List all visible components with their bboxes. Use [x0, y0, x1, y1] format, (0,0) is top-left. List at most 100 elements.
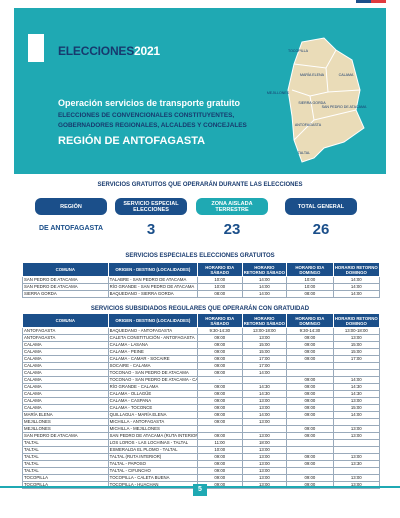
table-cell: [332, 439, 381, 447]
table-cell: 09:00: [286, 432, 334, 440]
column-header: HORARIO RETORNO SÁBADO: [241, 313, 288, 328]
table-row: CALAMA TOCONAO - SAN PEDRO DE ATACAMA 09:0…: [22, 369, 381, 377]
table-cell: QUILLAGUA - MARÍA ELENA: [107, 411, 198, 419]
card-value: 3: [115, 217, 187, 241]
table-cell: ANTOFAGASTA: [22, 327, 109, 335]
column-header: HORARIO IDA DOMINGO: [286, 313, 334, 328]
logo-year: 2021: [134, 44, 160, 58]
table-row: SIERRA GORDA BAQUEDANO - SIERRA GORDA 08:0…: [22, 290, 381, 298]
table-cell: 15:00: [332, 341, 381, 349]
summary-card: ZONA AISLADA TERRESTRE 23: [196, 198, 268, 241]
table-cell: -: [196, 376, 243, 384]
table-cell: 13:00: [241, 467, 288, 475]
table-cell: CALAMA: [22, 341, 109, 349]
table-cell: 09:00: [286, 341, 334, 349]
table-cell: 09:00: [286, 397, 334, 405]
table-cell: 13:00: [241, 446, 288, 454]
table-cell: [196, 425, 243, 433]
table-cell: [286, 369, 334, 377]
table-cell: 13:00: [241, 404, 288, 412]
table-row: CALAMA CALAMA - CAMAR - SOCAIRE 09:00 17:00…: [22, 355, 381, 363]
table-cell: CALETA CONSTITUCIÓN - ANTOFAGASTA: [107, 334, 198, 342]
table-cell: 10:00: [286, 276, 334, 284]
table-cell: 09:00: [196, 432, 243, 440]
table-cell: 10:00: [196, 283, 243, 291]
table-cell: 17:00: [332, 355, 381, 363]
table-cell: SAN PEDRO DE ATACAMA: [22, 432, 109, 440]
table-cell: TALTAL: [22, 460, 109, 468]
table-cell: 14:00: [241, 276, 288, 284]
table-cell: [332, 418, 381, 426]
table-cell: CALAMA: [22, 362, 109, 370]
subtitle: ELECCIONES DE CONVENCIONALES CONSTITUYEN…: [58, 112, 247, 129]
table-cell: TOCOPILLA - CALETA BUENA: [107, 474, 198, 482]
column-header: HORARIO RETORNO DOMINGO: [332, 313, 381, 328]
card-value: DE ANTOFAGASTA: [35, 217, 107, 241]
table-cell: [286, 467, 334, 475]
flag-bar: [356, 0, 386, 3]
table-cell: CALAMA - CAMAR - SOCAIRE: [107, 355, 198, 363]
table-cell: 13:00-18:00: [241, 327, 288, 335]
table-cell: 09:00: [286, 383, 334, 391]
table-row: MARÍA ELENA QUILLAGUA - MARÍA ELENA 09:00 1…: [22, 411, 381, 419]
table-cell: 10:00: [286, 283, 334, 291]
table-cell: 09:00: [286, 334, 334, 342]
table-cell: CALAMA: [22, 348, 109, 356]
table-cell: 13:00: [332, 334, 381, 342]
map: TOCOPILLA MARÍA ELENA CALAMA MEJILLONES SIER…: [267, 37, 367, 163]
table-cell: TOCONAO - SAN PEDRO DE ATACAMA - CALAMA: [107, 376, 198, 384]
table-cell: 13:00: [332, 432, 381, 440]
table-cell: [332, 369, 381, 377]
column-header: HORARIO IDA SÁBADO: [196, 313, 243, 328]
map-label: TOCOPILLA: [288, 49, 309, 53]
table-cell: TOCONAO - SAN PEDRO DE ATACAMA: [107, 369, 198, 377]
table-cell: 17:00: [241, 355, 288, 363]
table-cell: SIERRA GORDA: [22, 290, 109, 298]
table-cell: 13:00: [332, 481, 381, 489]
table-row: CALAMA CALAMA - OLLAGÜE 09:00 14:30 09:00 14:…: [22, 390, 381, 398]
table-cell: 13:00: [241, 453, 288, 461]
table-row: TALTAL TALTAL - CIFUNCHO 09:00 13:00: [22, 467, 381, 475]
header: ELECCIONES2021 Operación servicios de tr…: [14, 8, 386, 174]
card-label: ZONA AISLADA TERRESTRE: [196, 198, 268, 215]
table-cell: MEJILLONES: [22, 425, 109, 433]
table-cell: 14:00: [332, 290, 381, 298]
table-cell: 14:00: [332, 376, 381, 384]
table-cell: 13:30: [332, 460, 381, 468]
table-cell: TALTAL - PAPOSO: [107, 460, 198, 468]
table-cell: 09:00: [196, 383, 243, 391]
table-cell: 09:00: [286, 453, 334, 461]
table-cell: 09:00: [286, 404, 334, 412]
table-cell: TALTAL: [22, 453, 109, 461]
table-cell: 09:00: [196, 474, 243, 482]
table-row: ANTOFAGASTA CALETA CONSTITUCIÓN - ANTOFAG…: [22, 334, 381, 342]
table-cell: 18:00: [241, 439, 288, 447]
table-cell: 09:00: [196, 418, 243, 426]
table-cell: TALTAL: [22, 467, 109, 475]
table-cell: CALAMA: [22, 390, 109, 398]
table-cell: 9:30-14:30: [286, 327, 334, 335]
table-cell: 13:00: [332, 397, 381, 405]
map-label: CALAMA: [339, 73, 354, 77]
table-cell: 14:00: [332, 283, 381, 291]
table-cell: 09:00: [196, 404, 243, 412]
table-cell: RÍO GRANDE - CALAMA: [107, 383, 198, 391]
table-cell: TALABRE - SAN PEDRO DE ATACAMA: [107, 276, 198, 284]
summary-card: SERVICIO ESPECIAL ELECCIONES 3: [115, 198, 187, 241]
table-cell: 09:00: [286, 355, 334, 363]
table-cell: 09:00: [196, 411, 243, 419]
region-shape: [287, 37, 365, 163]
region-title: REGIÓN DE ANTOFAGASTA: [58, 135, 206, 147]
table-cell: TALTAL - CIFUNCHO: [107, 467, 198, 475]
table-cell: 14:30: [332, 383, 381, 391]
table-cell: 13:00: [241, 474, 288, 482]
table-cell: [241, 425, 288, 433]
schedule-table: COMUNA ORIGEN - DESTINO (LOCALIDADES) HORA…: [22, 262, 381, 298]
table-row: CALAMA CALAMA - PEINE 09:00 15:00 09:00 15:00: [22, 348, 381, 356]
map-label: MARÍA ELENA: [300, 73, 325, 77]
table-cell: [286, 418, 334, 426]
logo-mark: [28, 34, 44, 62]
table-row: CALAMA CALAMA - CASPANA 09:00 13:00 09:00 13:…: [22, 397, 381, 405]
table-cell: SAN PEDRO DE ATACAMA (RUTA INTERIOR): [107, 432, 198, 440]
